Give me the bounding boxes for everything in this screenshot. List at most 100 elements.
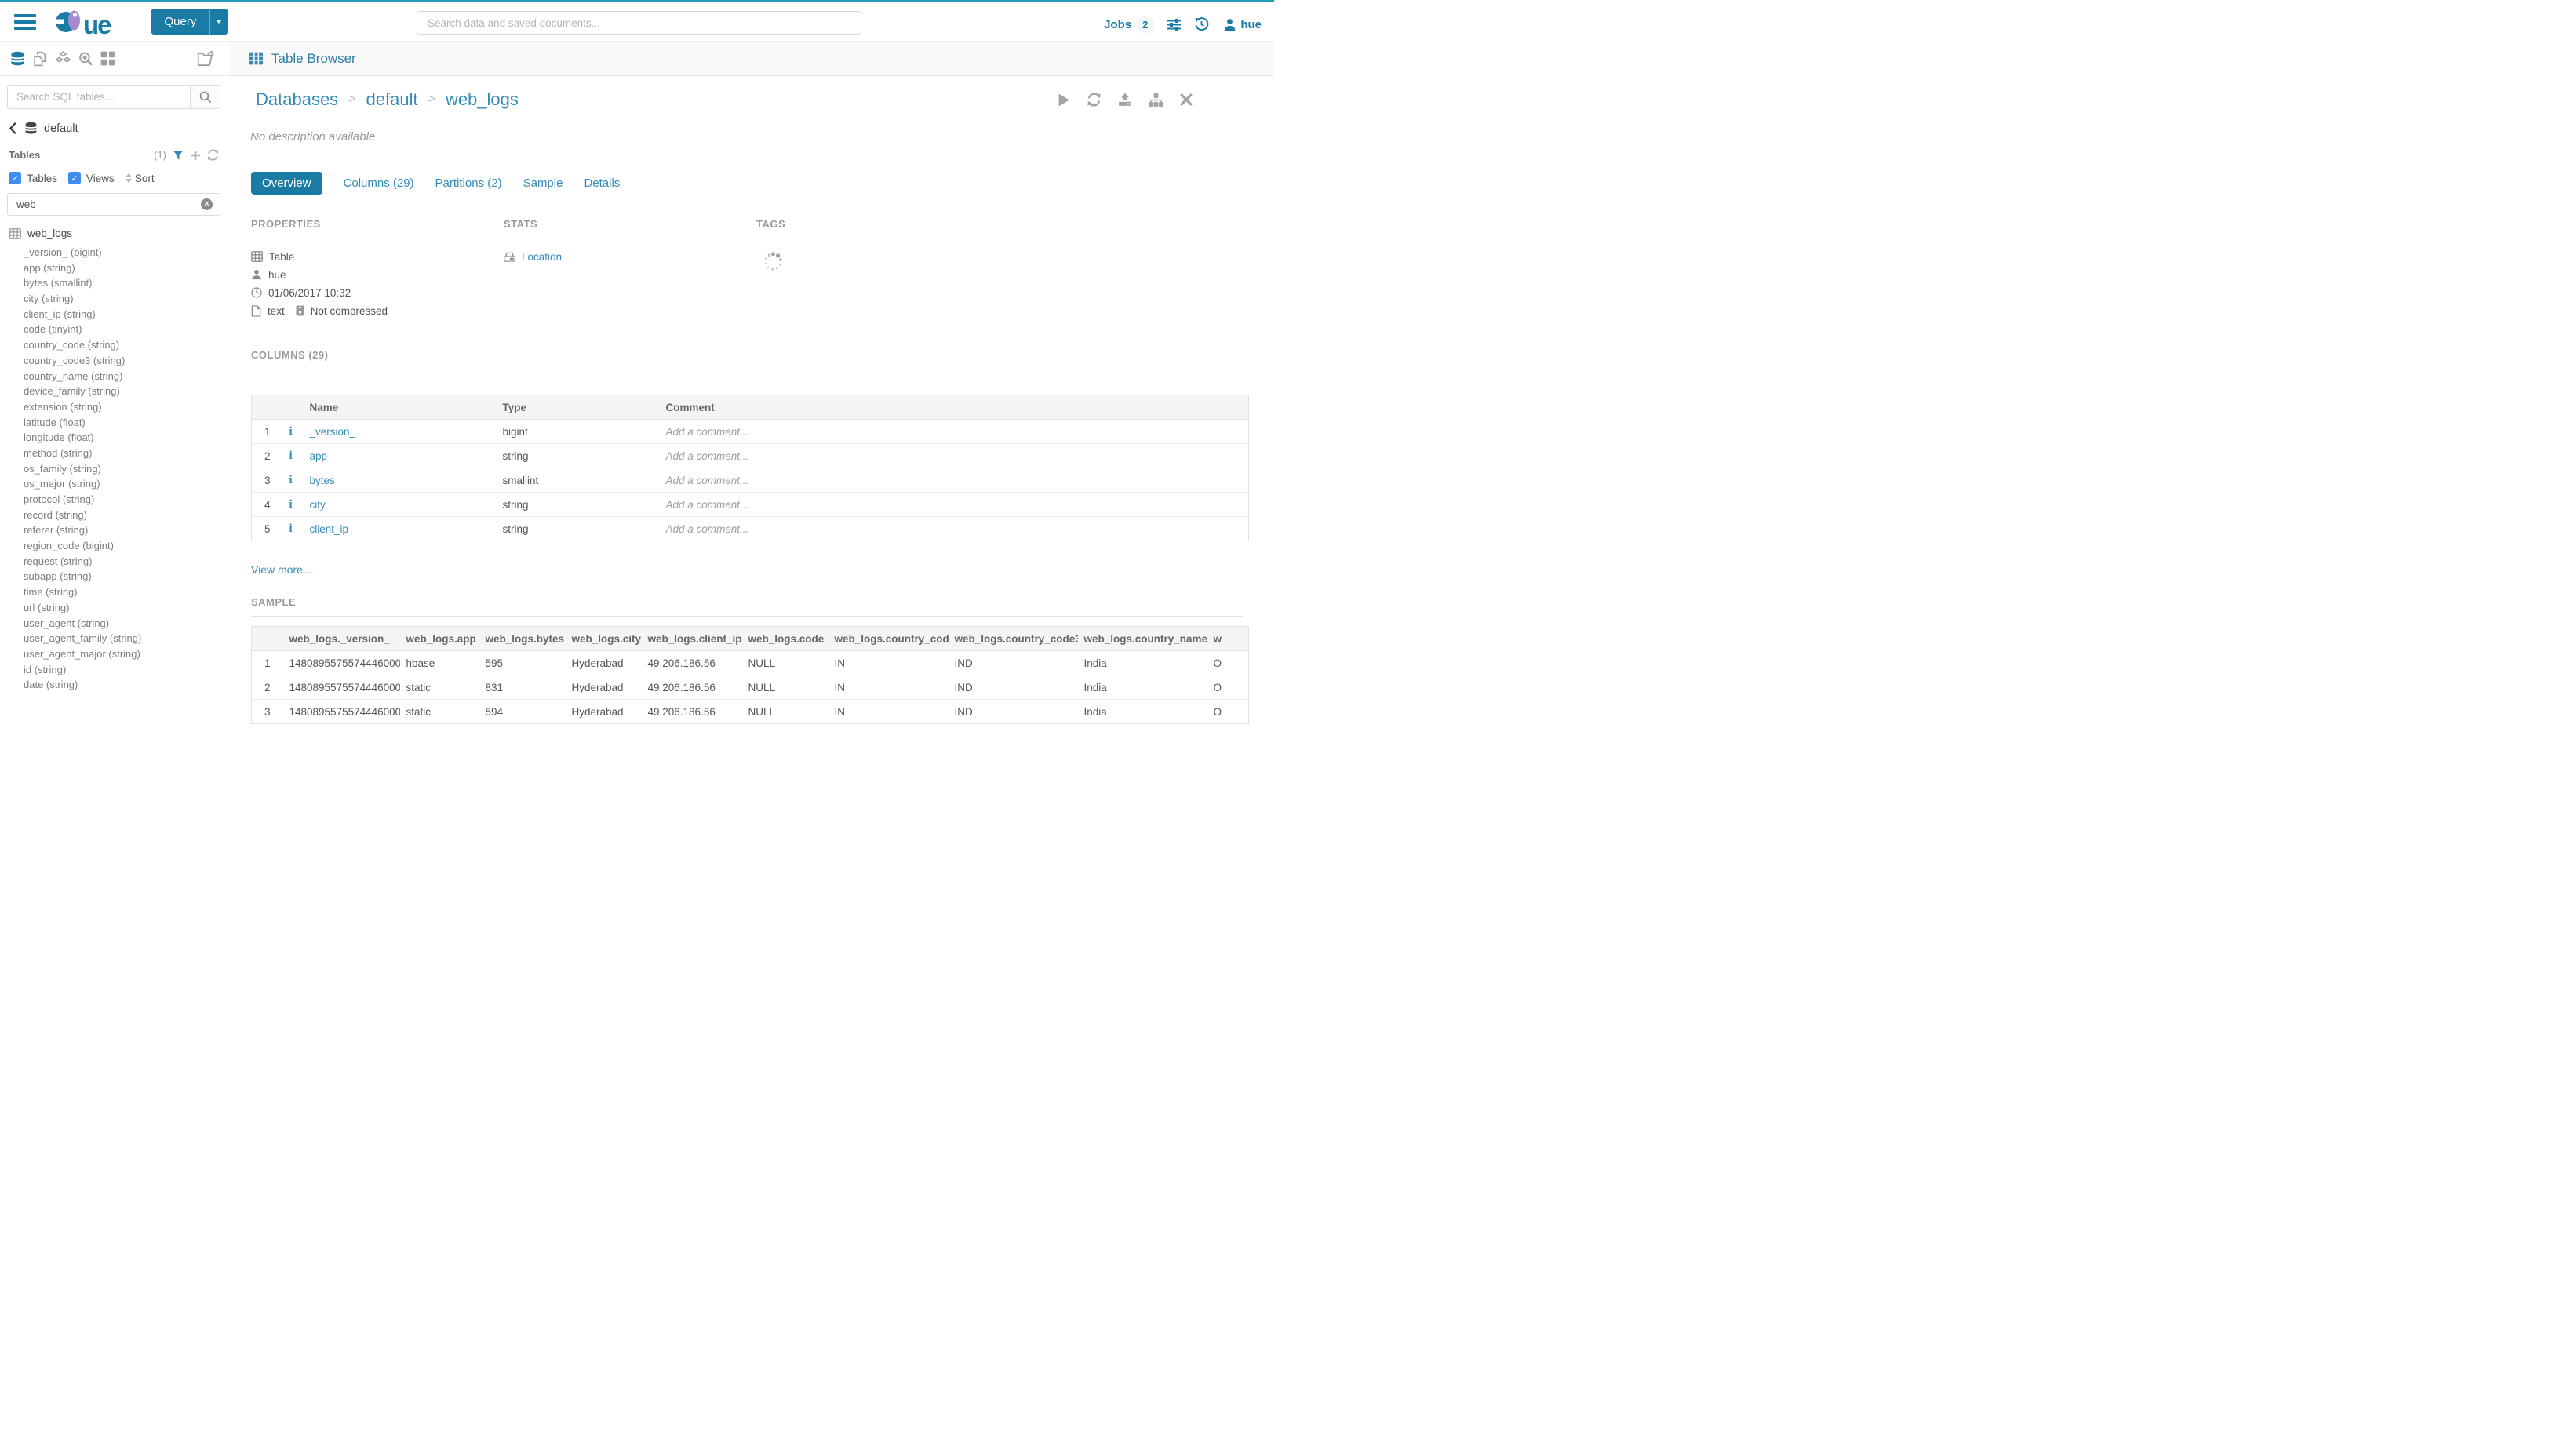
assist-column-item[interactable]: client_ip (string) — [24, 308, 96, 320]
assist-column-item[interactable]: country_code (string) — [24, 339, 120, 351]
history-icon[interactable] — [1194, 17, 1209, 31]
database-breadcrumb[interactable]: default — [0, 122, 228, 135]
assist-column-item[interactable]: method (string) — [24, 446, 93, 459]
breadcrumb-item[interactable]: Databases — [256, 89, 339, 109]
assist-column-item[interactable]: request (string) — [24, 555, 93, 567]
sitemap-lineage-icon[interactable] — [1149, 93, 1163, 107]
query-button[interactable]: Query — [151, 9, 228, 35]
sql-table-search-button[interactable] — [190, 86, 220, 108]
sql-database-icon[interactable] — [9, 51, 26, 67]
tab-overview[interactable]: Overview — [251, 172, 322, 195]
sort-control[interactable]: Sort — [125, 172, 155, 184]
info-icon[interactable]: i — [289, 449, 293, 462]
hamburger-menu-icon[interactable] — [14, 11, 36, 33]
assist-table-web-logs[interactable]: web_logs — [0, 228, 228, 239]
assist-column-item[interactable]: subapp (string) — [24, 570, 92, 583]
info-icon[interactable]: i — [289, 497, 293, 511]
tables-checkbox[interactable]: ✓ — [9, 172, 21, 184]
sample-cell: O — [1207, 650, 1249, 675]
assist-column-item[interactable]: code (tinyint) — [24, 323, 82, 336]
assist-column-item[interactable]: region_code (bigint) — [24, 540, 114, 552]
chevron-left-icon[interactable] — [8, 122, 18, 134]
jobs-link[interactable]: Jobs — [1104, 17, 1132, 31]
zoom-search-icon[interactable] — [78, 51, 93, 67]
upload-icon[interactable] — [1118, 93, 1132, 107]
column-name-link[interactable]: bytes — [309, 474, 335, 486]
tables-checkbox-label[interactable]: Tables — [27, 172, 58, 184]
assist-column-item[interactable]: url (string) — [24, 601, 70, 613]
breadcrumb-item[interactable]: web_logs — [445, 89, 519, 109]
assist-column-item[interactable]: id (string) — [24, 663, 67, 675]
table-name[interactable]: web_logs — [27, 228, 73, 239]
assist-column-item[interactable]: record (string) — [24, 508, 87, 521]
assist-column-item[interactable]: protocol (string) — [24, 493, 95, 505]
views-checkbox-label[interactable]: Views — [86, 172, 115, 184]
sliders-settings-icon[interactable] — [1167, 18, 1182, 31]
location-link[interactable]: Location — [522, 250, 563, 263]
add-comment-placeholder[interactable]: Add a comment... — [665, 450, 749, 462]
assist-column-item[interactable]: longitude (float) — [24, 431, 94, 444]
database-name[interactable]: default — [44, 122, 78, 135]
column-name-link[interactable]: client_ip — [309, 522, 349, 535]
assist-column-item[interactable]: extension (string) — [24, 400, 102, 413]
sample-cell: 595 — [479, 650, 566, 675]
assist-column-item[interactable]: country_name (string) — [24, 369, 123, 382]
assist-column-item[interactable]: user_agent (string) — [24, 617, 110, 629]
table-description[interactable]: No description available — [250, 130, 376, 144]
assist-column-item[interactable]: referer (string) — [24, 524, 89, 537]
info-icon[interactable]: i — [289, 424, 293, 438]
filter-funnel-icon[interactable] — [173, 150, 184, 161]
column-name-link[interactable]: app — [309, 450, 328, 462]
add-comment-placeholder[interactable]: Add a comment... — [665, 425, 749, 438]
view-more-link[interactable]: View more... — [251, 563, 312, 576]
breadcrumb-item[interactable]: default — [366, 89, 418, 109]
refresh-icon[interactable] — [207, 149, 219, 161]
add-comment-placeholder[interactable]: Add a comment... — [665, 498, 749, 511]
sql-table-search-input[interactable] — [8, 86, 190, 108]
tab-sample[interactable]: Sample — [523, 177, 563, 190]
views-checkbox[interactable]: ✓ — [68, 172, 82, 184]
assist-column-item[interactable]: os_major (string) — [24, 478, 100, 490]
query-play-icon[interactable] — [1058, 93, 1070, 107]
column-name-link[interactable]: city — [309, 498, 326, 511]
assist-column-item[interactable]: date (string) — [24, 679, 78, 691]
add-comment-placeholder[interactable]: Add a comment... — [665, 474, 749, 486]
clear-filter-icon[interactable]: × — [201, 198, 213, 210]
assist-column-item[interactable]: bytes (smallint) — [24, 277, 93, 289]
assist-column-item[interactable]: country_code3 (string) — [24, 354, 126, 366]
assist-column-item[interactable]: user_agent_major (string) — [24, 647, 140, 660]
hue-logo[interactable]: ue — [55, 9, 111, 38]
sample-section: SAMPLE — [245, 596, 1243, 617]
query-button-label[interactable]: Query — [151, 9, 210, 35]
column-name-cell: client_ip — [304, 517, 497, 541]
assist-column-item[interactable]: device_family (string) — [24, 385, 120, 398]
assist-column-item[interactable]: os_family (string) — [24, 462, 101, 475]
info-icon[interactable]: i — [289, 473, 293, 486]
assist-column-item[interactable]: city (string) — [24, 293, 74, 305]
add-table-plus-icon[interactable] — [190, 150, 201, 161]
user-menu[interactable]: hue — [1223, 18, 1262, 31]
jobs-count-badge[interactable]: 2 — [1136, 16, 1155, 33]
global-search-input[interactable] — [417, 16, 861, 29]
sample-cell: Hyderabad — [571, 705, 624, 718]
sort-label[interactable]: Sort — [134, 172, 155, 184]
assist-column-item[interactable]: user_agent_family (string) — [24, 632, 142, 645]
folder-documents-icon[interactable] — [197, 50, 215, 67]
apps-grid-icon[interactable] — [100, 51, 115, 66]
info-icon[interactable]: i — [289, 522, 293, 535]
refresh-icon[interactable] — [1087, 93, 1102, 107]
cubes-icon[interactable] — [55, 50, 71, 67]
column-name-link[interactable]: _version_ — [309, 425, 356, 438]
table-filter-input[interactable] — [8, 198, 201, 210]
assist-column-item[interactable]: time (string) — [24, 586, 78, 599]
close-icon[interactable] — [1180, 93, 1193, 106]
documents-icon[interactable] — [33, 51, 48, 67]
assist-column-item[interactable]: _version_ (bigint) — [24, 246, 102, 258]
tab-partitions-2[interactable]: Partitions (2) — [435, 177, 502, 190]
tab-details[interactable]: Details — [584, 177, 621, 190]
assist-column-item[interactable]: app (string) — [24, 261, 75, 274]
tab-columns-29[interactable]: Columns (29) — [343, 177, 414, 190]
query-dropdown-caret[interactable] — [209, 9, 228, 35]
assist-column-item[interactable]: latitude (float) — [24, 416, 86, 428]
add-comment-placeholder[interactable]: Add a comment... — [665, 522, 749, 535]
